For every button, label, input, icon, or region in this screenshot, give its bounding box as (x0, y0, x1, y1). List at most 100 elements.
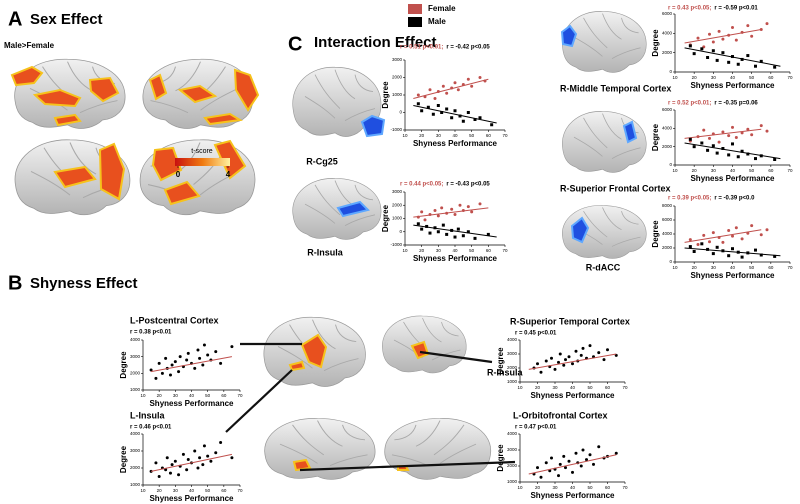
point (461, 119, 465, 123)
point (168, 471, 172, 475)
panel-title: Interaction Effect (314, 34, 437, 51)
annotation: r = -0.59 p<0.01 (714, 6, 758, 12)
point (754, 64, 757, 68)
point (441, 223, 445, 227)
x-tick-label: 10 (672, 265, 678, 270)
y-tick-label: 3000 (507, 351, 518, 356)
point (711, 49, 715, 53)
point (688, 44, 692, 48)
annotation: r = 0.43 p<0.05; (668, 6, 711, 12)
y-tick-label: 2000 (130, 465, 141, 470)
point (585, 458, 588, 462)
point (181, 452, 185, 456)
point (157, 475, 161, 478)
point (450, 116, 454, 120)
point (177, 370, 181, 374)
y-tick-label: 3000 (130, 354, 141, 359)
point (453, 213, 457, 217)
point (550, 456, 553, 460)
annotation: r = 0.45 p<0.01 (515, 331, 557, 337)
y-tick-label: 0 (399, 229, 402, 234)
point (470, 84, 474, 88)
point (202, 444, 206, 448)
x-tick-label: 50 (749, 75, 755, 80)
y-tick-label: 3000 (130, 448, 141, 453)
point (711, 231, 715, 235)
point (209, 459, 213, 463)
point (154, 376, 158, 380)
x-tick-label: 70 (502, 248, 508, 253)
y-tick-label: 2000 (662, 50, 673, 55)
x-tick-label: 10 (517, 485, 523, 490)
point (433, 209, 437, 213)
x-tick-label: 60 (486, 248, 492, 253)
annotation: r = 0.38 p<0.01 (130, 330, 172, 336)
y-axis-label: Degree (119, 445, 128, 473)
point (456, 88, 460, 92)
point (746, 54, 750, 58)
point (164, 356, 168, 360)
legend-swatch (408, 4, 422, 14)
point (553, 367, 557, 371)
point (727, 134, 731, 138)
x-tick-label: 50 (469, 248, 475, 253)
annotation: r = -0.39 p<0.0 (714, 196, 755, 202)
x-axis-label: Shyness Performance (690, 81, 775, 90)
point (458, 203, 462, 207)
point (198, 356, 202, 360)
point (592, 462, 595, 466)
point (773, 254, 777, 258)
y-axis-label: Degree (496, 444, 505, 472)
point (425, 224, 429, 228)
trend-line (684, 247, 781, 257)
chart-title: L-Orbitofrontal Cortex (513, 410, 608, 420)
point (727, 229, 731, 232)
y-tick-label: 4000 (662, 231, 673, 236)
point (420, 227, 424, 231)
point (736, 62, 740, 66)
x-tick-label: 20 (692, 75, 698, 80)
point (428, 88, 432, 92)
trend-line (150, 356, 233, 373)
annotation: r = -0.42 p<0.05 (446, 45, 490, 51)
point (453, 81, 457, 85)
x-axis-label: Shyness Performance (530, 491, 615, 500)
y-tick-label: 2000 (130, 371, 141, 376)
point (558, 462, 562, 466)
point (165, 456, 169, 460)
x-tick-label: 30 (552, 485, 558, 490)
x-tick-label: 50 (749, 168, 755, 173)
point (567, 355, 571, 359)
point (456, 227, 460, 231)
y-tick-label: 1000 (392, 216, 403, 221)
x-axis-label: Shyness Performance (149, 494, 234, 503)
x-tick-label: 10 (402, 248, 408, 253)
x-tick-label: 10 (672, 75, 678, 80)
point (759, 59, 763, 63)
point (564, 358, 567, 362)
point (564, 466, 567, 470)
point (711, 252, 715, 256)
colorbar-label: t-score (191, 148, 213, 155)
contrast-label: Male>Female (4, 41, 55, 50)
x-tick-label: 60 (221, 393, 227, 398)
point (740, 255, 744, 259)
x-tick-label: 70 (622, 485, 628, 490)
point (740, 131, 744, 135)
x-tick-label: 60 (605, 485, 611, 490)
point (773, 65, 777, 69)
point (731, 142, 734, 146)
x-tick-label: 40 (570, 385, 576, 390)
x-tick-label: 30 (552, 385, 558, 390)
y-tick-label: 1000 (130, 387, 141, 392)
y-tick-label: 4000 (662, 126, 673, 131)
x-tick-label: 20 (157, 488, 163, 493)
x-tick-label: 60 (768, 265, 774, 270)
point (740, 237, 744, 241)
x-tick-label: 30 (436, 133, 442, 138)
trend-line (684, 28, 762, 44)
y-axis-label: Degree (381, 204, 390, 232)
x-tick-label: 60 (605, 385, 611, 390)
brain-images-c (292, 10, 647, 259)
point (193, 366, 197, 370)
